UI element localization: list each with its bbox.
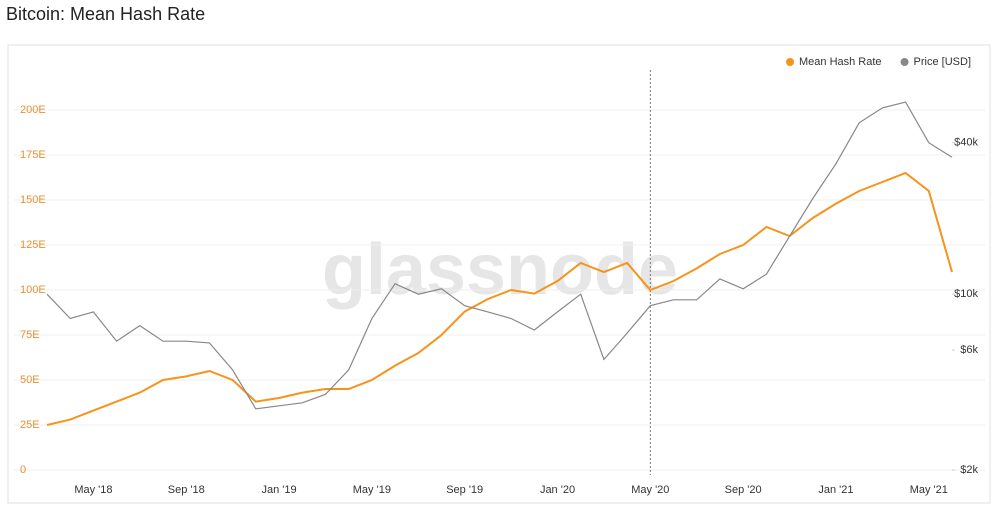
legend-label: Price [USD] [914, 56, 971, 68]
chart-title: Bitcoin: Mean Hash Rate [6, 4, 205, 24]
x-tick-label: Sep '18 [168, 484, 205, 496]
legend-swatch [900, 58, 909, 66]
x-tick-label: Sep '20 [725, 484, 762, 496]
y-tick-label: 200E [20, 104, 46, 116]
y-tick-label: 0 [20, 464, 26, 476]
watermark: glassnode [322, 230, 678, 310]
legend-label: Mean Hash Rate [799, 56, 882, 68]
y-tick-label: 125E [20, 239, 46, 251]
y-tick-label: 50E [20, 374, 40, 386]
y-tick-label: 75E [20, 329, 40, 341]
chart-frame [7, 44, 991, 504]
y2-tick-label: $6k [960, 344, 978, 356]
legend-swatch [786, 58, 794, 66]
x-tick-label: Jan '19 [261, 484, 296, 496]
x-tick-label: May '21 [910, 484, 948, 496]
x-tick-label: May '19 [353, 484, 391, 496]
y-tick-label: 150E [20, 194, 46, 206]
y-tick-label: 25E [20, 419, 40, 431]
y2-tick-label: $10k [954, 288, 978, 300]
y-tick-label: 175E [20, 149, 46, 161]
y2-tick-label: $40k [954, 137, 978, 149]
series-line [46, 171, 953, 426]
x-tick-label: Jan '21 [818, 484, 853, 496]
x-tick-label: May '20 [631, 484, 669, 496]
x-tick-label: May '18 [74, 484, 112, 496]
series-line [46, 101, 953, 410]
y2-tick-label: $2k [960, 464, 978, 476]
x-tick-label: Sep '19 [446, 484, 483, 496]
x-tick-label: Jan '20 [540, 484, 575, 496]
y-tick-label: 100E [20, 284, 46, 296]
